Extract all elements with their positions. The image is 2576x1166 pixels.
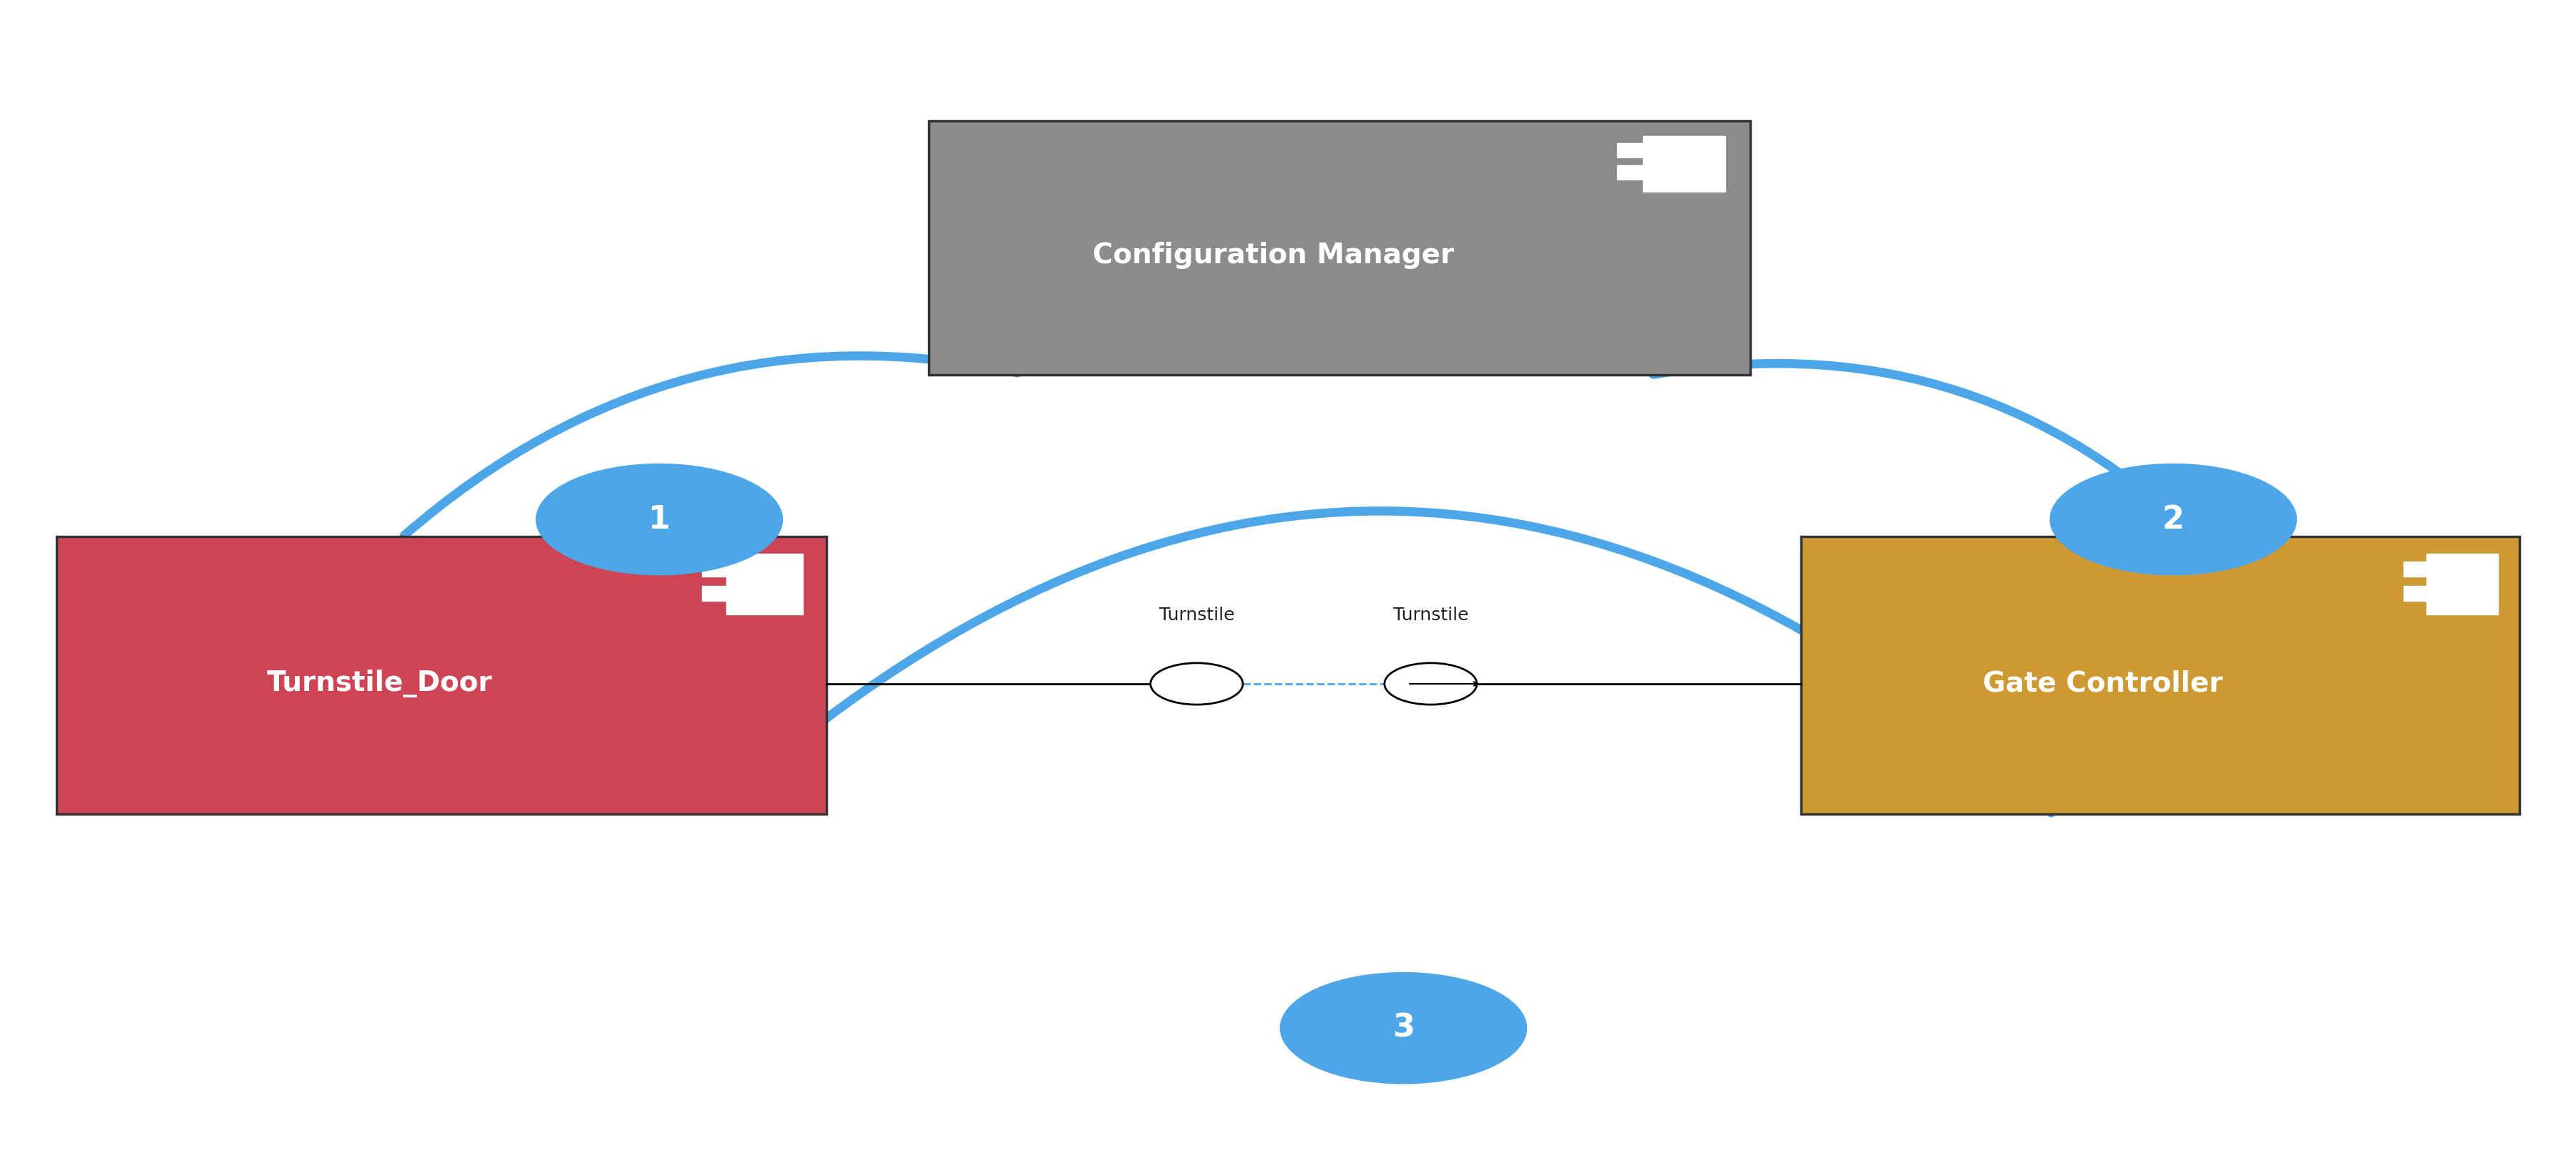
FancyArrowPatch shape xyxy=(1654,364,2190,529)
Bar xyxy=(726,554,804,614)
Bar xyxy=(1618,166,1654,180)
Text: Configuration Manager: Configuration Manager xyxy=(1092,241,1455,269)
Bar xyxy=(701,585,737,600)
Bar xyxy=(2427,554,2499,614)
Bar xyxy=(1643,135,1726,191)
Text: Turnstile_Door: Turnstile_Door xyxy=(268,669,492,697)
Circle shape xyxy=(1151,663,1242,704)
Bar xyxy=(2403,585,2437,600)
Text: 3: 3 xyxy=(1394,1013,1414,1044)
Text: Turnstile: Turnstile xyxy=(1394,606,1468,624)
Text: Turnstile: Turnstile xyxy=(1159,606,1234,624)
FancyArrowPatch shape xyxy=(404,356,1018,535)
Text: 2: 2 xyxy=(2161,504,2184,535)
Bar xyxy=(2403,561,2437,577)
Text: Gate Controller: Gate Controller xyxy=(1984,670,2223,697)
Text: 1: 1 xyxy=(649,504,670,535)
Circle shape xyxy=(1280,972,1528,1083)
Bar xyxy=(1618,143,1654,157)
Bar xyxy=(57,536,827,814)
Bar xyxy=(701,561,737,577)
Circle shape xyxy=(1383,663,1476,704)
Circle shape xyxy=(2050,464,2295,575)
Circle shape xyxy=(536,464,783,575)
Bar xyxy=(930,120,1749,375)
FancyArrowPatch shape xyxy=(719,511,2050,813)
Bar xyxy=(1801,536,2519,814)
